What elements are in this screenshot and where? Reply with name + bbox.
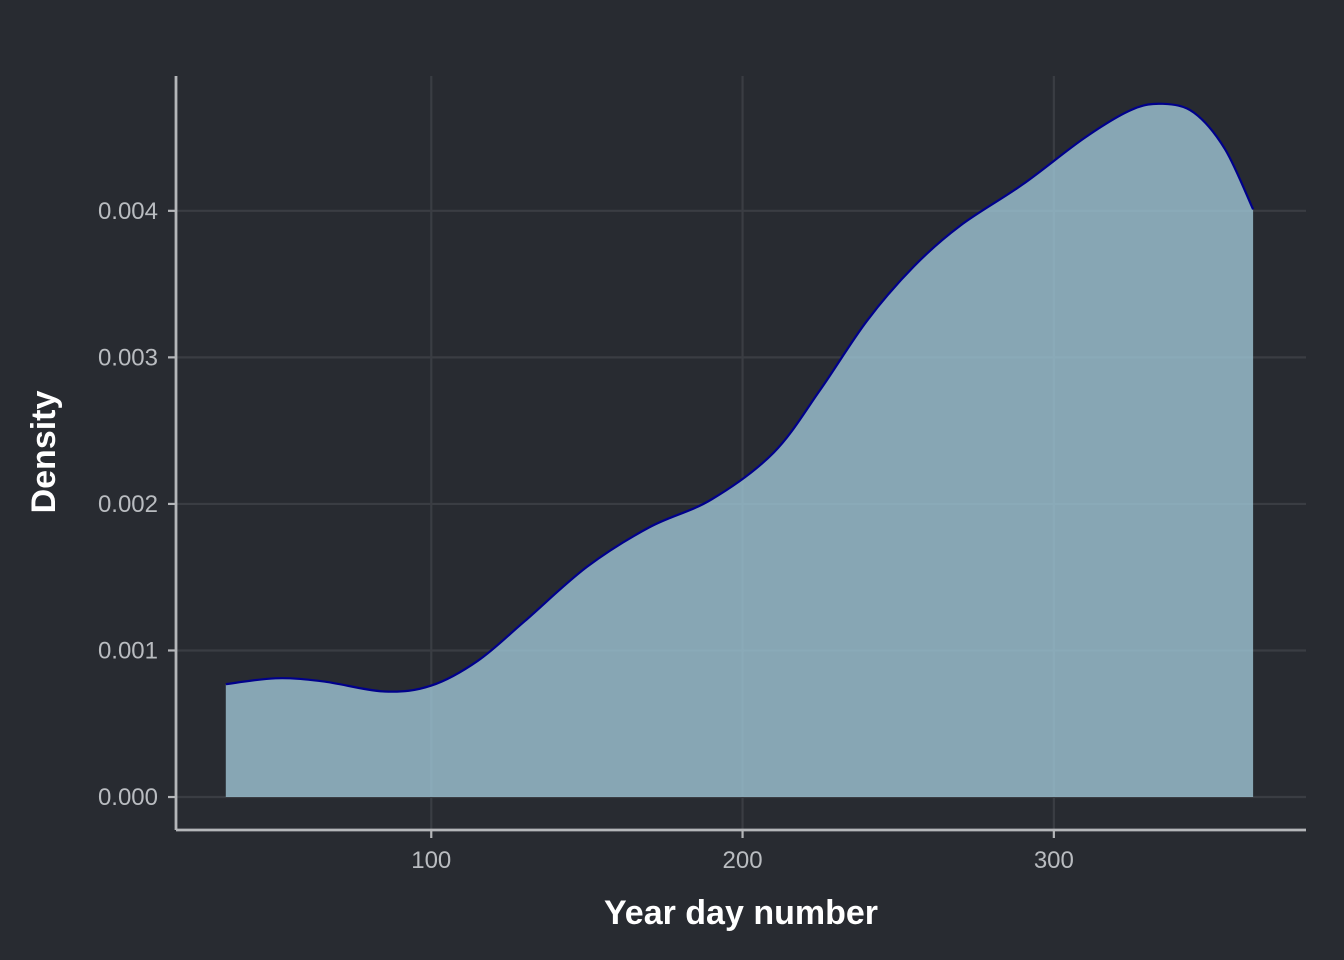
y-tick-label: 0.003	[98, 344, 158, 371]
density-area	[225, 103, 1254, 797]
y-axis-title: Density	[25, 391, 63, 514]
x-tick-label: 100	[411, 847, 451, 874]
y-tick-label: 0.000	[98, 784, 158, 811]
plot-area	[225, 102, 1255, 797]
tick-labels: 0.000 0.001 0.002 0.003 0.004 100 200 300	[98, 198, 1074, 874]
x-tick-label: 300	[1034, 847, 1074, 874]
y-tick-label: 0.004	[98, 198, 158, 225]
x-tick-label: 200	[723, 847, 763, 874]
y-tick-label: 0.001	[98, 637, 158, 664]
x-axis-title: Year day number	[604, 894, 878, 932]
density-line	[225, 102, 1255, 693]
axes	[168, 76, 1306, 838]
y-tick-label: 0.002	[98, 491, 158, 518]
